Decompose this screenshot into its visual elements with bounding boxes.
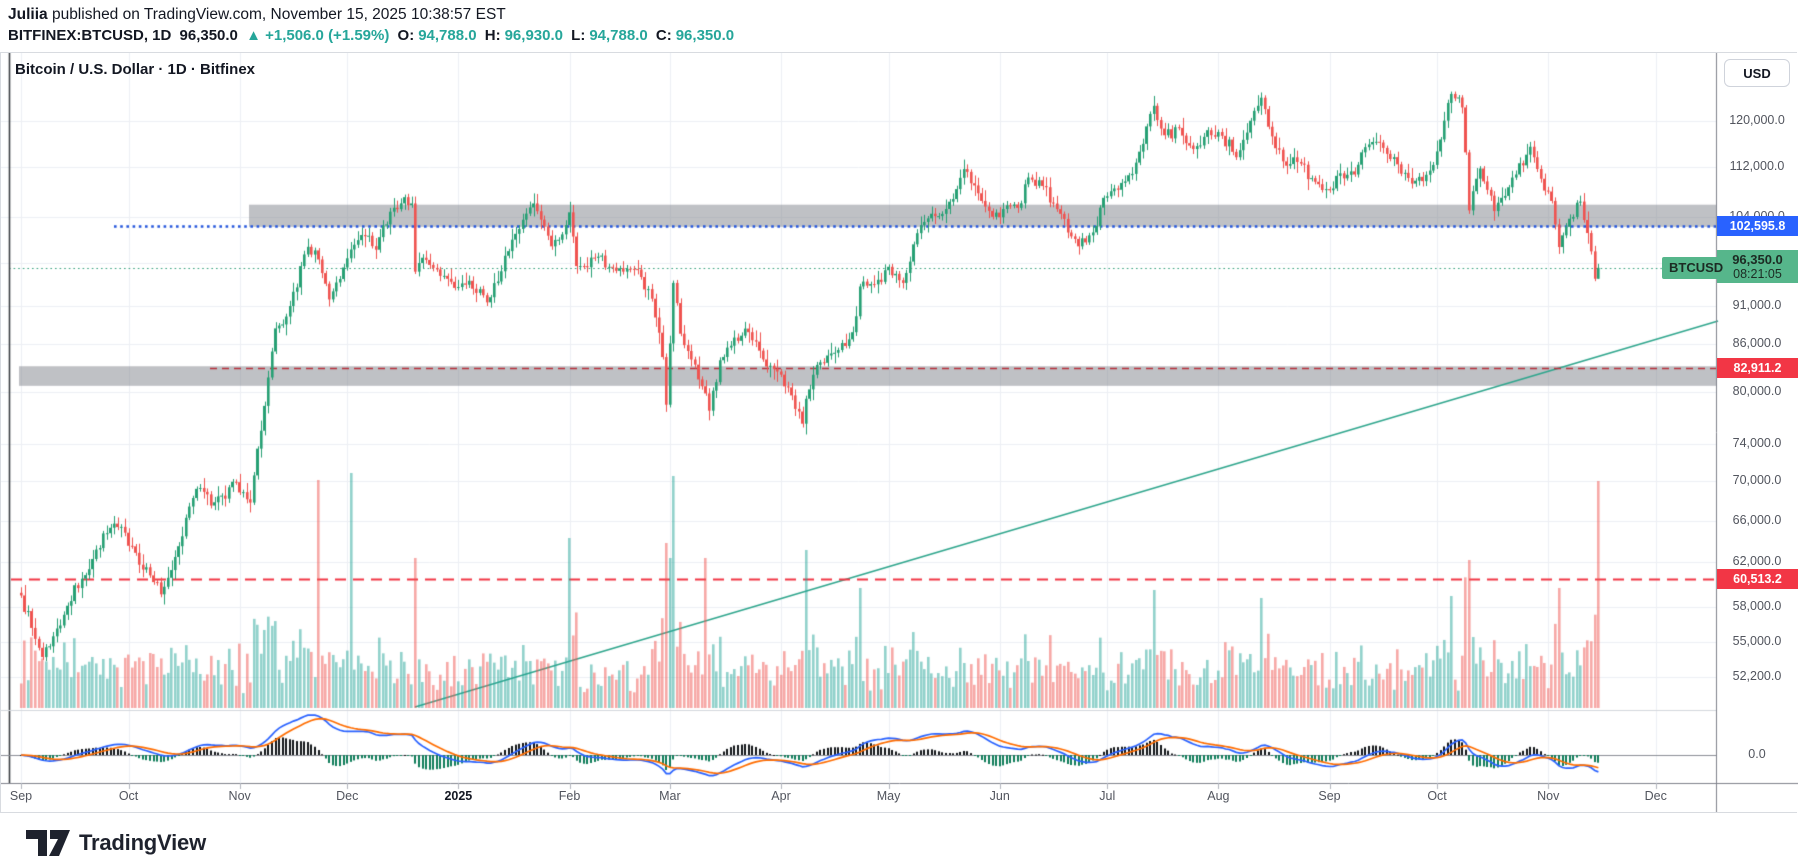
last-price: 96,350.0 (179, 27, 238, 44)
time-axis-label: Sep (9, 789, 33, 803)
time-axis-label: Apr (771, 789, 791, 803)
high-label: H: (484, 27, 501, 44)
time-axis-label: Nov (228, 789, 251, 803)
price-chart-canvas[interactable] (1, 53, 1798, 812)
published-byline: Juliia published on TradingView.com, Nov… (8, 6, 506, 24)
time-axis-label: Jun (989, 789, 1010, 803)
current-price-label: 96,350.0 08:21:05 (1717, 249, 1798, 283)
time-axis-label: Sep (1318, 789, 1341, 803)
time-axis-label: Oct (118, 789, 139, 803)
indicator-zero-label: 0.0 (1748, 747, 1766, 761)
open-value: 94,788.0 (418, 27, 477, 44)
chart-widget: Bitcoin / U.S. Dollar · 1D · Bitfinex US… (0, 52, 1798, 813)
time-axis-label: 2025 (444, 789, 473, 803)
published-text: published on TradingView.com, November 1… (47, 6, 506, 23)
currency-toggle-button[interactable]: USD (1724, 59, 1790, 87)
time-axis-label: Aug (1207, 789, 1230, 803)
symbol-status-line: BITFINEX:BTCUSD, 1D 96,350.0 ▲ +1,506.0 … (8, 27, 738, 44)
time-axis-label: Nov (1537, 789, 1560, 803)
price-axis-tick: 112,000.0 (1729, 159, 1785, 174)
price-axis-tick: 70,000.0 (1732, 473, 1782, 488)
time-axis-label: Feb (558, 789, 581, 803)
price-axis-tick: 55,000.0 (1732, 634, 1782, 649)
price-label-resistance: 102,595.8 (1717, 215, 1798, 236)
price-label-mid-support: 82,911.2 (1717, 358, 1798, 379)
low-label: L: (571, 27, 586, 44)
open-label: O: (397, 27, 415, 44)
price-axis-tick: 120,000.0 (1729, 113, 1785, 128)
price-change: ▲ +1,506.0 (+1.59%) (246, 27, 390, 44)
price-axis-tick: 74,000.0 (1732, 436, 1782, 451)
price-axis-tick: 52,200.0 (1732, 669, 1782, 684)
price-axis-tick: 66,000.0 (1732, 512, 1782, 527)
time-axis-label: Dec (1644, 789, 1667, 803)
high-value: 96,930.0 (504, 27, 563, 44)
time-axis-label: Mar (659, 789, 681, 803)
symbol-price-tag: BTCUSD (1662, 256, 1731, 279)
close-label: C: (655, 27, 672, 44)
tradingview-logo[interactable]: TradingView (26, 830, 206, 856)
chart-legend[interactable]: Bitcoin / U.S. Dollar · 1D · Bitfinex (15, 61, 256, 78)
low-value: 94,788.0 (589, 27, 648, 44)
tradingview-logo-text: TradingView (79, 830, 206, 855)
price-axis-tick: 86,000.0 (1732, 335, 1782, 350)
time-axis-label: Jul (1099, 789, 1116, 803)
current-price-value: 96,350.0 (1732, 251, 1783, 267)
bar-countdown: 08:21:05 (1733, 266, 1782, 281)
price-axis-tick: 80,000.0 (1732, 384, 1782, 399)
tradingview-logo-mark (26, 830, 70, 856)
time-axis-label: Dec (336, 789, 359, 803)
time-axis-label: Oct (1427, 789, 1447, 803)
price-axis-tick: 91,000.0 (1732, 298, 1782, 312)
author-name: Juliia (8, 6, 48, 23)
symbol-interval: BITFINEX:BTCUSD, 1D (8, 27, 172, 44)
close-value: 96,350.0 (675, 27, 735, 44)
price-axis-tick: 58,000.0 (1732, 598, 1782, 613)
time-axis-label: May (876, 789, 901, 803)
price-axis-tick: 62,000.0 (1732, 554, 1782, 569)
price-label-low-support: 60,513.2 (1717, 568, 1798, 589)
